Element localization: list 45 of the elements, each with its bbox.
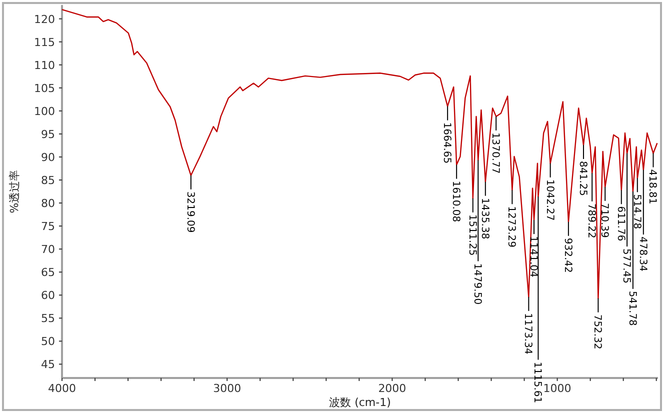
ytick: 45: [41, 358, 55, 372]
peak-label: 514.78: [630, 194, 642, 230]
xtick: 2000: [378, 382, 406, 395]
peak-label: 611.76: [614, 206, 626, 242]
peak-label: 1173.34: [522, 312, 534, 354]
peak-label: 1479.50: [472, 263, 483, 305]
xtick: 3000: [213, 382, 242, 395]
ytick: 90: [41, 150, 55, 164]
peak-label: 478.34: [636, 236, 648, 272]
ytick: 65: [41, 266, 55, 280]
peak-label: 1664.65: [441, 122, 452, 164]
peak-label: 418.81: [646, 169, 658, 204]
peak-label: 932.42: [562, 238, 573, 273]
ytick: 80: [41, 197, 55, 210]
ytick: 120: [34, 12, 55, 26]
ytick: 60: [41, 289, 55, 302]
ylabel: %透过率: [8, 170, 21, 214]
ytick: 105: [34, 82, 55, 95]
peak-label: 577.45: [620, 248, 632, 284]
peak-label: 789.22: [586, 203, 597, 238]
peak-label: 752.32: [592, 314, 603, 350]
peak-label: 1370.77: [490, 132, 501, 174]
ytick: 100: [34, 104, 55, 118]
ytick: 70: [41, 243, 55, 256]
xtick: 1000: [543, 382, 572, 395]
ytick: 50: [41, 335, 55, 348]
ytick: 95: [41, 128, 55, 141]
peak-label: 1141.04: [528, 236, 538, 278]
xtick: 4000: [48, 382, 76, 395]
peak-label: 1115.61: [532, 362, 543, 404]
ytick: 55: [41, 312, 55, 326]
peak-label: 1273.29: [506, 206, 517, 248]
ytick: 85: [41, 174, 55, 187]
peak-label: 1435.38: [478, 198, 490, 240]
xlabel: 波数 (cm-1): [329, 396, 391, 409]
ytick: 75: [41, 220, 55, 234]
peak-label: 1042.27: [544, 179, 555, 221]
peak-label: 841.25: [577, 161, 588, 196]
ytick: 115: [34, 36, 55, 49]
peak-label: 3219.09: [184, 191, 196, 233]
ytick: 110: [34, 58, 55, 72]
peak-label: 1610.08: [450, 180, 462, 222]
peak-label: 541.78: [626, 290, 638, 326]
peak-label: 710.39: [598, 202, 610, 238]
peak-label: 1511.25: [466, 214, 478, 256]
